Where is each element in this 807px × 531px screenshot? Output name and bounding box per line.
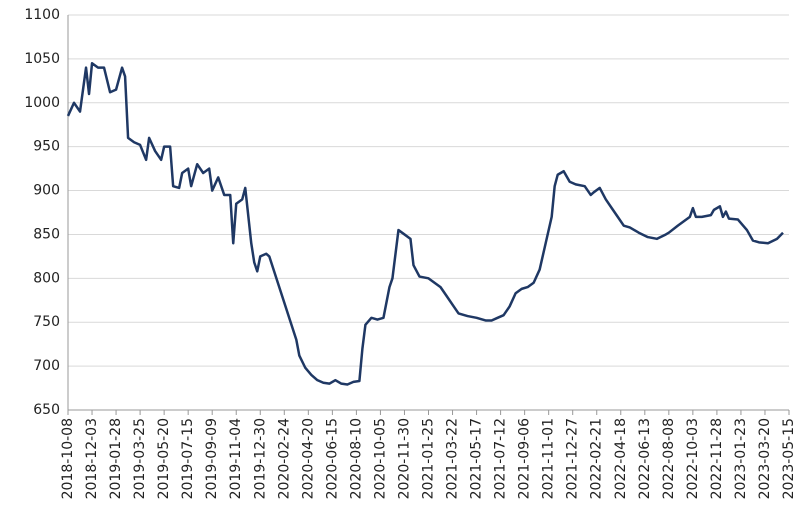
x-tick-label: 2018-10-08 — [60, 418, 76, 499]
x-tick-label: 2019-12-30 — [252, 418, 268, 499]
x-tick-label: 2020-02-24 — [276, 418, 292, 499]
x-tick-label: 2021-05-17 — [469, 418, 485, 499]
y-tick-label: 700 — [33, 358, 60, 374]
y-tick-label: 1000 — [24, 95, 60, 111]
x-tick-label: 2023-01-23 — [733, 418, 749, 499]
y-tick-label: 950 — [33, 139, 60, 155]
x-tick-label: 2021-03-22 — [445, 418, 461, 499]
x-tick-label: 2020-10-05 — [372, 418, 388, 499]
x-tick-label: 2019-07-15 — [180, 418, 196, 499]
y-tick-label: 1050 — [24, 51, 60, 67]
x-tick-label: 2022-06-13 — [637, 418, 653, 499]
x-tick-label: 2022-08-08 — [661, 418, 677, 499]
x-tick-label: 2023-05-15 — [781, 418, 797, 499]
x-tick-label: 2022-02-21 — [589, 418, 605, 499]
x-tick-label: 2021-01-25 — [421, 418, 437, 499]
x-tick-label: 2022-10-03 — [685, 418, 701, 499]
x-tick-label: 2019-11-04 — [228, 418, 244, 499]
x-tick-label: 2021-11-01 — [541, 418, 557, 499]
x-tick-label: 2019-01-28 — [108, 418, 124, 499]
y-tick-label: 650 — [33, 402, 60, 418]
x-tick-label: 2021-07-12 — [493, 418, 509, 499]
x-tick-label: 2020-08-10 — [348, 418, 364, 499]
x-tick-label: 2022-04-18 — [613, 418, 629, 499]
x-tick-label: 2023-03-20 — [757, 418, 773, 499]
x-tick-label: 2020-06-15 — [324, 418, 340, 499]
x-tick-label: 2021-09-06 — [517, 418, 533, 499]
y-tick-label: 1100 — [24, 7, 60, 23]
x-tick-label: 2020-11-30 — [396, 418, 412, 499]
x-tick-label: 2019-03-25 — [132, 418, 148, 499]
y-tick-label: 850 — [33, 226, 60, 242]
x-tick-label: 2018-12-03 — [84, 418, 100, 499]
y-tick-label: 900 — [33, 183, 60, 199]
y-tick-label: 800 — [33, 270, 60, 286]
x-tick-label: 2021-12-27 — [565, 418, 581, 499]
x-tick-label: 2019-09-09 — [204, 418, 220, 499]
x-tick-label: 2022-11-28 — [709, 418, 725, 499]
x-tick-label: 2020-04-20 — [300, 418, 316, 499]
y-tick-label: 750 — [33, 314, 60, 330]
x-tick-label: 2019-05-20 — [156, 418, 172, 499]
series-line — [66, 62, 784, 386]
